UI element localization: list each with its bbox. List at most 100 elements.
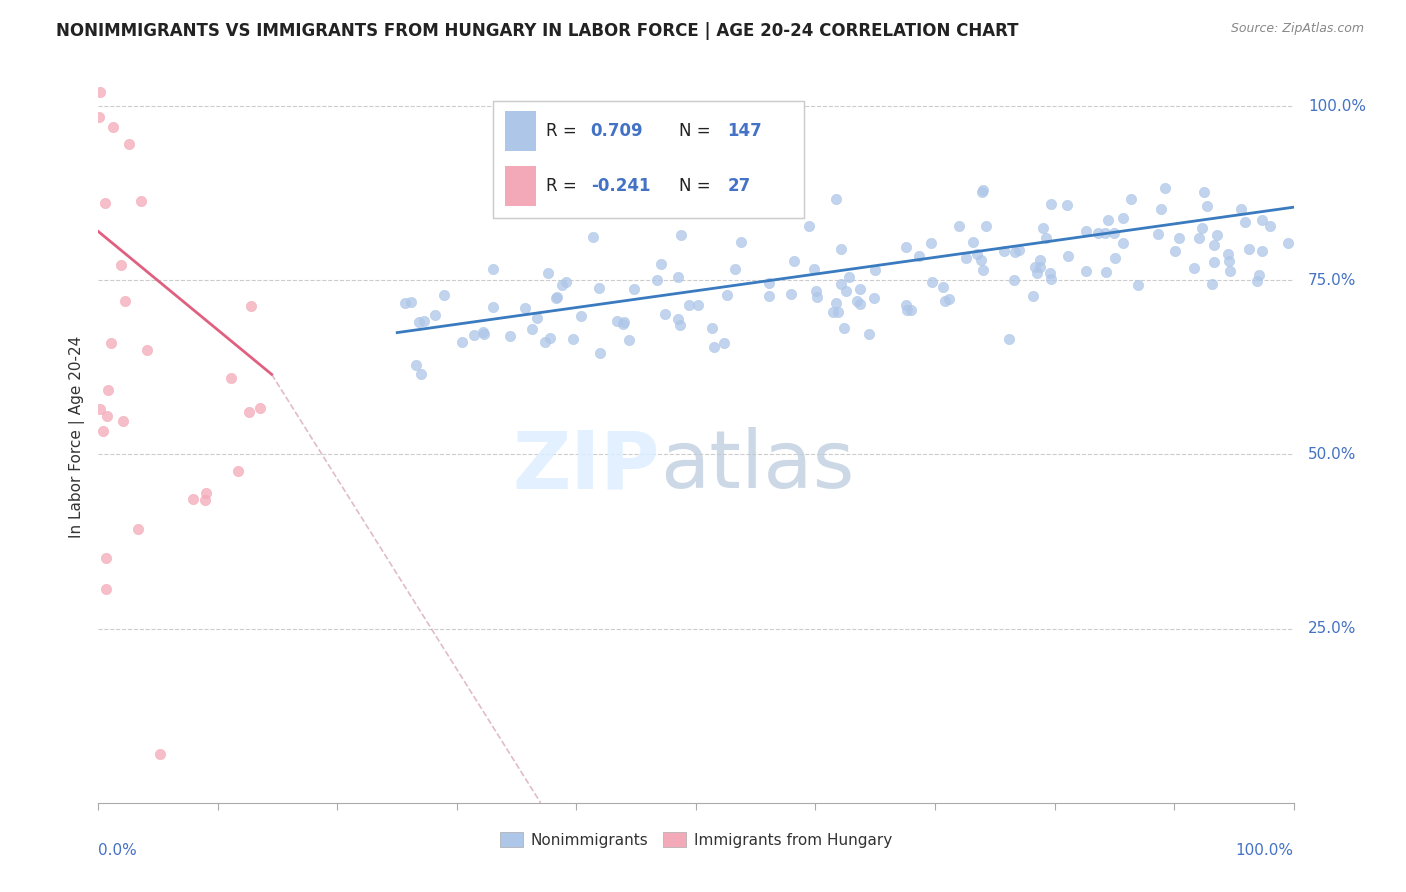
Point xyxy=(666,269,689,284)
Point xyxy=(1191,221,1213,235)
Point xyxy=(1119,192,1142,206)
Point xyxy=(938,292,960,306)
Point xyxy=(94,196,117,211)
Point xyxy=(412,314,434,328)
Point xyxy=(589,346,612,360)
Point xyxy=(551,278,574,293)
Point xyxy=(948,219,970,233)
Point xyxy=(832,321,855,335)
Point xyxy=(821,304,844,318)
Point xyxy=(219,371,242,385)
Point xyxy=(1094,226,1116,240)
Point xyxy=(1076,264,1098,278)
Point xyxy=(1112,235,1135,250)
Point xyxy=(1029,253,1052,268)
Point xyxy=(1029,260,1052,274)
Point xyxy=(730,235,752,249)
Point xyxy=(482,262,505,277)
Point xyxy=(654,307,676,321)
Point xyxy=(972,263,994,277)
Point xyxy=(1246,273,1268,287)
Point xyxy=(894,240,917,254)
Point xyxy=(1102,226,1125,240)
Point xyxy=(1201,277,1223,291)
Point xyxy=(96,551,118,566)
Point xyxy=(481,300,503,314)
Point xyxy=(463,327,485,342)
Point xyxy=(111,414,134,428)
Point xyxy=(612,315,634,329)
Point xyxy=(1230,202,1253,216)
Point xyxy=(894,298,917,312)
Point xyxy=(782,253,804,268)
Point xyxy=(100,336,122,351)
Point xyxy=(1056,198,1078,212)
Point xyxy=(1216,246,1239,260)
Point xyxy=(1219,264,1241,278)
Point xyxy=(1164,244,1187,258)
Point xyxy=(993,244,1015,259)
Point xyxy=(1095,264,1118,278)
Point xyxy=(546,289,568,303)
Point xyxy=(863,263,886,277)
Point xyxy=(921,276,943,290)
Point xyxy=(830,277,852,292)
Point xyxy=(546,292,568,306)
Point xyxy=(834,284,856,298)
Point xyxy=(970,185,993,199)
Point xyxy=(612,317,634,331)
Y-axis label: In Labor Force | Age 20-24: In Labor Force | Age 20-24 xyxy=(69,336,84,538)
Point xyxy=(1277,236,1299,251)
Point xyxy=(1076,224,1098,238)
Point xyxy=(702,321,724,335)
Point xyxy=(249,401,271,416)
Point xyxy=(536,266,558,280)
Point xyxy=(1206,228,1229,243)
Text: NONIMMIGRANTS VS IMMIGRANTS FROM HUNGARY IN LABOR FORCE | AGE 20-24 CORRELATION : NONIMMIGRANTS VS IMMIGRANTS FROM HUNGARY… xyxy=(56,22,1019,40)
Point xyxy=(408,315,430,329)
Point xyxy=(538,331,561,345)
Point xyxy=(846,293,869,308)
Point xyxy=(451,334,474,349)
Text: atlas: atlas xyxy=(661,427,855,506)
Point xyxy=(1150,202,1173,216)
Point xyxy=(758,276,780,290)
Point xyxy=(515,301,537,315)
Point xyxy=(239,299,262,313)
Point xyxy=(848,282,870,296)
Point xyxy=(91,425,114,439)
Text: 75.0%: 75.0% xyxy=(1308,273,1357,288)
Point xyxy=(1026,266,1049,280)
Point xyxy=(526,310,548,325)
Point xyxy=(1104,251,1126,265)
Point xyxy=(669,318,692,332)
Point xyxy=(1087,226,1109,240)
Point xyxy=(998,332,1021,346)
Point xyxy=(920,236,942,251)
Point xyxy=(1146,227,1168,242)
Point xyxy=(1168,231,1191,245)
Point xyxy=(394,296,416,310)
Point xyxy=(1057,250,1080,264)
Point xyxy=(1097,213,1119,227)
Point xyxy=(110,258,132,272)
Point xyxy=(499,328,522,343)
Point xyxy=(825,193,848,207)
Point xyxy=(666,312,689,326)
Point xyxy=(962,235,984,249)
Point xyxy=(433,287,456,301)
Point xyxy=(520,322,543,336)
Point xyxy=(862,291,884,305)
Point xyxy=(716,287,738,301)
Point xyxy=(1202,255,1225,269)
Point xyxy=(1182,260,1205,275)
Point xyxy=(713,335,735,350)
Point xyxy=(900,302,922,317)
Text: 25.0%: 25.0% xyxy=(1308,621,1357,636)
Point xyxy=(1202,238,1225,252)
Point xyxy=(127,522,149,536)
Point xyxy=(87,110,110,124)
Point xyxy=(1192,186,1215,200)
Point xyxy=(623,282,645,296)
Point xyxy=(934,293,956,308)
